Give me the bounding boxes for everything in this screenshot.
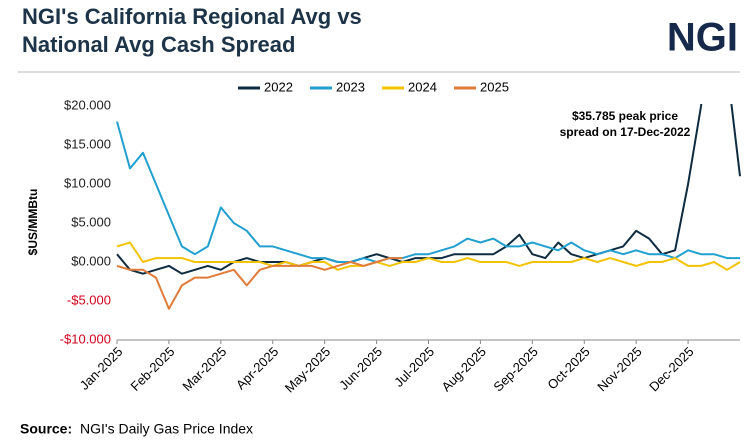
logo: NGI (667, 16, 738, 60)
x-tick-label: Feb-2025 (128, 344, 178, 394)
series-line (116, 121, 740, 263)
source-label: Source: (20, 421, 72, 437)
chart-title: NGI's California Regional Avg vs (22, 4, 362, 29)
series-line (116, 257, 403, 310)
y-tick-label: -$10.000 (60, 331, 111, 346)
x-tick-label: Jul-2025 (391, 344, 437, 390)
x-tick-label: Oct-2025 (544, 344, 592, 392)
y-tick-label: $5.000 (71, 214, 111, 229)
legend-label: 2025 (480, 79, 509, 94)
legend-label: 2022 (264, 79, 293, 94)
y-tick-label: $10.000 (64, 175, 111, 190)
x-tick-label: Apr-2025 (233, 344, 281, 392)
annotation: spread on 17-Dec-2022 (560, 125, 691, 139)
source: NGI's Daily Gas Price Index (80, 421, 253, 437)
annotation: $35.785 peak price (572, 109, 678, 123)
legend-label: 2023 (336, 79, 365, 94)
x-tick-label: Dec-2025 (646, 344, 696, 394)
x-tick-label: Aug-2025 (438, 344, 488, 394)
y-tick-label: $20.000 (64, 97, 111, 112)
x-tick-label: Jun-2025 (336, 344, 385, 393)
legend-label: 2024 (408, 79, 437, 94)
y-tick-label: -$5.000 (67, 292, 111, 307)
plot (116, 104, 741, 310)
series-line (116, 241, 741, 271)
x-tick-label: Jan-2025 (77, 344, 126, 393)
y-tick-label: $15.000 (64, 136, 111, 151)
y-axis-label: $US/MMBtu (26, 189, 40, 256)
x-tick-label: Nov-2025 (594, 344, 644, 394)
x-tick-label: Mar-2025 (179, 344, 229, 394)
x-tick-label: Sep-2025 (490, 344, 540, 394)
y-tick-label: $0.000 (71, 253, 111, 268)
x-tick-label: May-2025 (282, 344, 333, 395)
chart-title: National Avg Cash Spread (22, 32, 295, 57)
